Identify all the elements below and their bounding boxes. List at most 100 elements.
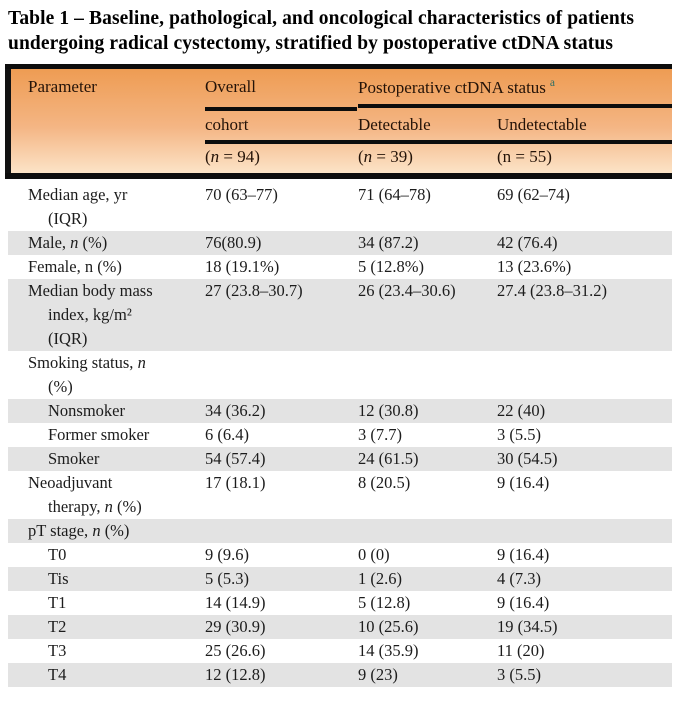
row-label: Median age, yr (IQR) (5, 183, 205, 231)
table-row: Median age, yr (IQR) 70 (63–77) 71 (64–78) 6… (5, 183, 672, 231)
table-row: T3 25 (26.6) 14 (35.9) 11 (20) (5, 639, 672, 663)
column-header-cohort: cohort (205, 115, 249, 134)
cell-value: 25 (26.6) (205, 641, 266, 660)
row-label: T2 (5, 615, 205, 639)
row-label-line: Female, n (%) (28, 257, 122, 276)
cell-value: 9 (9.6) (205, 545, 249, 564)
row-label-line: (%) (48, 377, 73, 396)
table-row: pT stage, n (%) (5, 519, 672, 543)
table-row: Tis 5 (5.3) 1 (2.6) 4 (7.3) (5, 567, 672, 591)
column-n-overall: (n = 94) (205, 147, 260, 166)
rule-under-overall (205, 107, 357, 111)
cell-value: 1 (2.6) (358, 569, 402, 588)
row-label: T0 (5, 543, 205, 567)
cell-value: 17 (18.1) (205, 473, 266, 492)
row-label: Smoking status, n (%) (5, 351, 205, 399)
cell-value: 27.4 (23.8–31.2) (497, 281, 607, 300)
row-label-line: T4 (48, 665, 67, 684)
cell-value: 19 (34.5) (497, 617, 558, 636)
row-label-line: T1 (48, 593, 67, 612)
cell-value: 76(80.9) (205, 233, 262, 252)
row-label-line: Median body mass (28, 281, 153, 300)
cell-value: 29 (30.9) (205, 617, 266, 636)
cell-value: 14 (14.9) (205, 593, 266, 612)
footnote-marker-a: a (549, 77, 556, 89)
table-row: Neoadjuvant therapy, n (%) 17 (18.1) 8 (20.… (5, 471, 672, 519)
row-label-line: Smoking status, n (28, 353, 146, 372)
row-label-line: Tis (48, 569, 69, 588)
cell-value: 24 (61.5) (358, 449, 419, 468)
table-row: Nonsmoker 34 (36.2) 12 (30.8) 22 (40) (5, 399, 672, 423)
cell-value: 70 (63–77) (205, 185, 278, 204)
cell-value: 42 (76.4) (497, 233, 558, 252)
cell-value: 27 (23.8–30.7) (205, 281, 303, 300)
row-label: Female, n (%) (5, 255, 205, 279)
cell-value (358, 519, 497, 543)
cell-value: 9 (16.4) (497, 593, 550, 612)
row-label-line: Nonsmoker (48, 401, 125, 420)
table-row: T4 12 (12.8) 9 (23) 3 (5.5) (5, 663, 672, 687)
row-label-line: Smoker (48, 449, 100, 468)
row-label: Nonsmoker (5, 399, 205, 423)
row-label: Neoadjuvant therapy, n (%) (5, 471, 205, 519)
table-row: T0 9 (9.6) 0 (0) 9 (16.4) (5, 543, 672, 567)
table-row: Median body mass index, kg/m² (IQR) 27 (23.… (5, 279, 672, 351)
row-label: Male, n (%) (5, 231, 205, 255)
table-row: T1 14 (14.9) 5 (12.8) 9 (16.4) (5, 591, 672, 615)
column-header-parameter: Parameter (28, 77, 97, 96)
row-label: pT stage, n (%) (5, 519, 205, 543)
group-header-label: Postoperative ctDNA status (358, 78, 546, 97)
cell-value: 54 (57.4) (205, 449, 266, 468)
cell-value: 3 (7.7) (358, 425, 402, 444)
row-label-line: Median age, yr (28, 185, 128, 204)
row-label-line: T0 (48, 545, 67, 564)
cell-value: 6 (6.4) (205, 425, 249, 444)
table-row: Smoker 54 (57.4) 24 (61.5) 30 (54.5) (5, 447, 672, 471)
cell-value: 34 (36.2) (205, 401, 266, 420)
cell-value: 5 (12.8%) (358, 257, 424, 276)
rule-under-group-header (358, 104, 672, 108)
rule-under-subheaders (205, 140, 672, 144)
table: Parameter Overall Postoperative ctDNA st… (5, 64, 672, 687)
row-label-line: (IQR) (48, 329, 88, 348)
cell-value: 26 (23.4–30.6) (358, 281, 456, 300)
cell-value: 10 (25.6) (358, 617, 419, 636)
page-title: Table 1 – Baseline, pathological, and on… (8, 8, 635, 54)
table-row: Female, n (%) 18 (19.1%) 5 (12.8%) 13 (23.6… (5, 255, 672, 279)
row-label-line: therapy, n (%) (48, 497, 142, 516)
table-row: Male, n (%) 76(80.9) 34 (87.2) 42 (76.4) (5, 231, 672, 255)
row-label-line: T2 (48, 617, 67, 636)
cell-value: 34 (87.2) (358, 233, 419, 252)
table-row: Former smoker 6 (6.4) 3 (7.7) 3 (5.5) (5, 423, 672, 447)
table-row: Smoking status, n (%) (5, 351, 672, 399)
table-top-rule (5, 64, 672, 69)
row-label: T4 (5, 663, 205, 687)
column-header-overall: Overall (205, 77, 256, 96)
cell-value: 69 (62–74) (497, 185, 570, 204)
row-label-line: (IQR) (48, 209, 88, 228)
cell-value: 4 (7.3) (497, 569, 541, 588)
row-label-line: index, kg/m² (48, 305, 132, 324)
row-label: Median body mass index, kg/m² (IQR) (5, 279, 205, 351)
cell-value: 18 (19.1%) (205, 257, 280, 276)
table-row: T2 29 (30.9) 10 (25.6) 19 (34.5) (5, 615, 672, 639)
row-label-line: pT stage, n (%) (28, 521, 130, 540)
cell-value: 8 (20.5) (358, 473, 411, 492)
cell-value: 9 (16.4) (497, 473, 550, 492)
column-header-undetectable: Undetectable (497, 115, 587, 134)
table-header: Parameter Overall Postoperative ctDNA st… (5, 69, 672, 173)
cell-value: 12 (12.8) (205, 665, 266, 684)
cell-value (205, 519, 358, 543)
table-header-bottom-rule (5, 173, 672, 179)
cell-value: 9 (23) (358, 665, 398, 684)
row-label-line: Former smoker (48, 425, 150, 444)
column-header-detectable: Detectable (358, 115, 431, 134)
column-n-detectable: (n = 39) (358, 147, 413, 166)
row-label-line: T3 (48, 641, 67, 660)
cell-value: 14 (35.9) (358, 641, 419, 660)
cell-value: 3 (5.5) (497, 425, 541, 444)
cell-value: 12 (30.8) (358, 401, 419, 420)
row-label: T3 (5, 639, 205, 663)
cell-value: 9 (16.4) (497, 545, 550, 564)
cell-value (358, 351, 497, 399)
